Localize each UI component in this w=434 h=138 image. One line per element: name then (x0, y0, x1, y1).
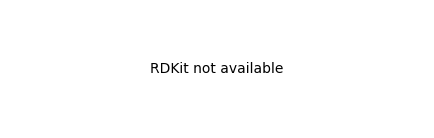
Text: RDKit not available: RDKit not available (150, 62, 284, 76)
